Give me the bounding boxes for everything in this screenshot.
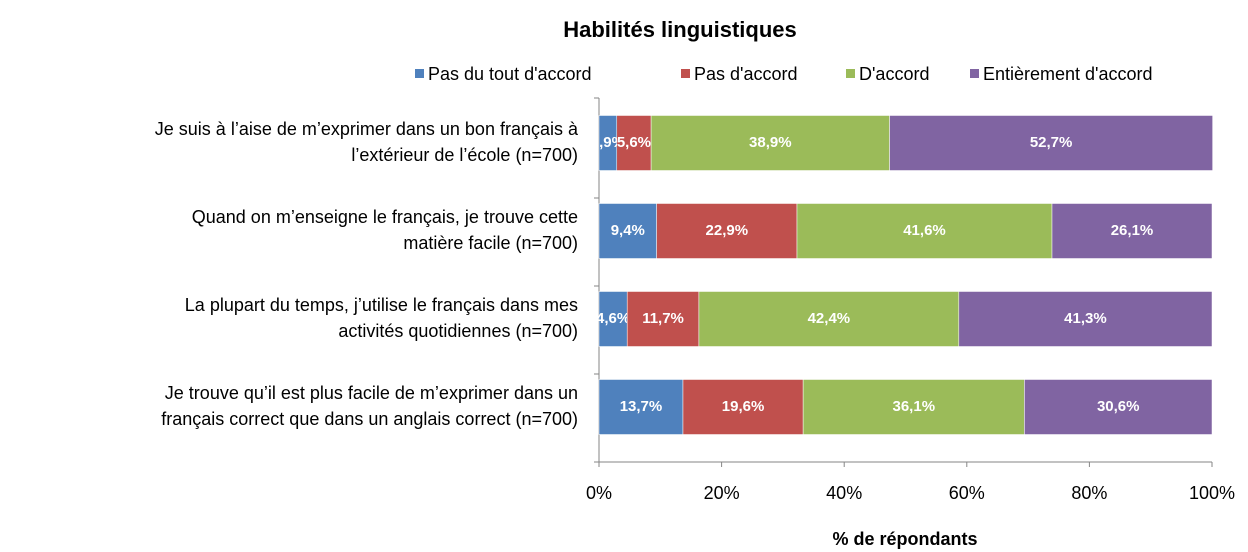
bar-segment bbox=[1051, 203, 1213, 259]
category-label: La plupart du temps, j’utilise le frança… bbox=[185, 295, 578, 315]
legend-swatch bbox=[681, 69, 690, 78]
legend-label: Pas du tout d'accord bbox=[428, 64, 592, 84]
value-label: 26,1% bbox=[1111, 222, 1154, 239]
bar-segment bbox=[656, 203, 798, 259]
value-label: 52,7% bbox=[1030, 134, 1073, 151]
value-label: 9,4% bbox=[611, 222, 645, 239]
legend-label: D'accord bbox=[859, 64, 929, 84]
bar-segment bbox=[796, 203, 1053, 259]
value-label: 30,6% bbox=[1097, 398, 1140, 415]
x-tick-label: 20% bbox=[704, 483, 740, 503]
bar-segment bbox=[598, 203, 657, 259]
category-label: Je trouve qu’il est plus facile de m’exp… bbox=[165, 383, 578, 403]
value-label: 38,9% bbox=[749, 134, 792, 151]
legend-swatch bbox=[846, 69, 855, 78]
value-label: 41,3% bbox=[1064, 310, 1107, 327]
legend-label: Pas d'accord bbox=[694, 64, 798, 84]
bar-segment bbox=[682, 379, 804, 435]
value-label: 11,7% bbox=[642, 310, 684, 327]
x-tick-label: 100% bbox=[1189, 483, 1235, 503]
bar-segment bbox=[1024, 379, 1213, 435]
bar-segment bbox=[889, 115, 1213, 171]
category-label: activités quotidiennes (n=700) bbox=[338, 321, 578, 341]
value-label: 2,9% bbox=[591, 134, 625, 151]
bar-segment bbox=[598, 379, 684, 435]
bar-segment bbox=[802, 379, 1025, 435]
legend-label: Entièrement d'accord bbox=[983, 64, 1153, 84]
category-label: l’extérieur de l’école (n=700) bbox=[351, 145, 578, 165]
value-label: 41,6% bbox=[903, 222, 946, 239]
value-label: 42,4% bbox=[808, 310, 851, 327]
bar-segment bbox=[958, 291, 1213, 347]
legend-swatch bbox=[415, 69, 424, 78]
value-label: 36,1% bbox=[893, 398, 936, 415]
x-axis-label: % de répondants bbox=[832, 529, 977, 549]
value-label: 13,7% bbox=[620, 398, 663, 415]
x-tick-label: 40% bbox=[826, 483, 862, 503]
x-tick-label: 0% bbox=[586, 483, 612, 503]
value-label: 5,6% bbox=[617, 134, 651, 151]
bar-segment bbox=[598, 291, 628, 347]
value-label: 22,9% bbox=[706, 222, 749, 239]
category-label: matière facile (n=700) bbox=[403, 233, 578, 253]
bar-segment bbox=[650, 115, 890, 171]
bar-segment bbox=[626, 291, 700, 347]
value-label: 19,6% bbox=[722, 398, 765, 415]
x-tick-label: 60% bbox=[949, 483, 985, 503]
category-label: Quand on m’enseigne le français, je trou… bbox=[192, 207, 578, 227]
legend-swatch bbox=[970, 69, 979, 78]
bar-segment bbox=[616, 115, 652, 171]
category-label: français correct que dans un anglais cor… bbox=[161, 409, 578, 429]
x-tick-label: 80% bbox=[1071, 483, 1107, 503]
category-label: Je suis à l’aise de m’exprimer dans un b… bbox=[155, 119, 579, 139]
chart-title: Habilités linguistiques bbox=[563, 17, 796, 42]
value-label: 4,6% bbox=[596, 310, 630, 327]
